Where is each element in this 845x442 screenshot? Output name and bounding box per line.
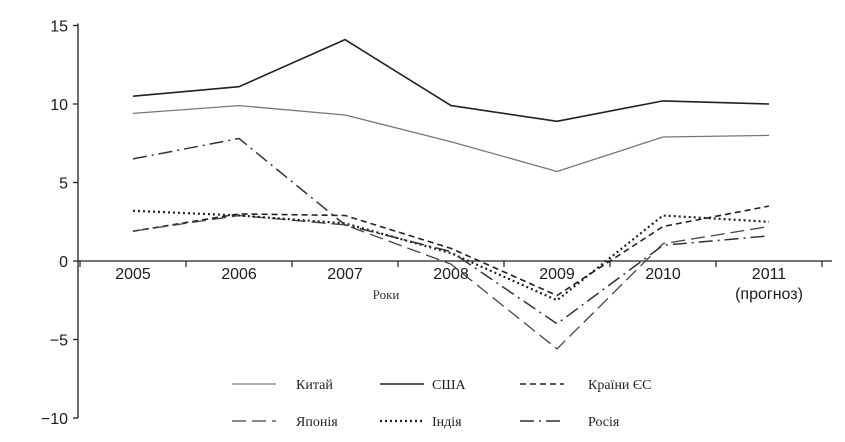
- y-tick-label: 10: [50, 97, 68, 114]
- x-tick-label: 2009: [539, 266, 575, 283]
- series-line: [132, 137, 770, 325]
- legend: Китай США Країни ЄС Японія Індія Росія: [232, 378, 652, 430]
- series-line: [132, 38, 770, 123]
- axes: 15 10 5 0 −5 −10 2005 2006 2007 2008 2009 2010 2011 (…: [41, 19, 832, 428]
- y-tick-label: −10: [41, 411, 68, 428]
- legend-label: Японія: [296, 415, 338, 430]
- legend-label: Країни ЄС: [588, 378, 652, 393]
- y-tick-label: 5: [59, 176, 68, 193]
- x-tick-label: 2005: [115, 266, 151, 283]
- x-tick-label: 2008: [433, 266, 469, 283]
- series-line: [132, 205, 770, 297]
- series-line: [132, 209, 770, 302]
- x-tick-label: 2007: [327, 266, 363, 283]
- x-tick-label: 2011: [752, 266, 787, 283]
- x-tick-note: (прогноз): [735, 286, 803, 303]
- y-tick-label: 15: [50, 19, 68, 36]
- x-axis-title: Роки: [373, 287, 400, 302]
- series-layer: [132, 38, 770, 350]
- y-tick-label: −5: [50, 333, 68, 350]
- x-tick-label: 2010: [645, 266, 681, 283]
- legend-label: Індія: [432, 415, 462, 430]
- series-line: [132, 104, 770, 173]
- x-tick-label: 2006: [221, 266, 257, 283]
- y-tick-label: 0: [59, 254, 68, 271]
- legend-label: Росія: [588, 415, 620, 430]
- legend-label: Китай: [296, 378, 333, 393]
- legend-label: США: [432, 378, 466, 393]
